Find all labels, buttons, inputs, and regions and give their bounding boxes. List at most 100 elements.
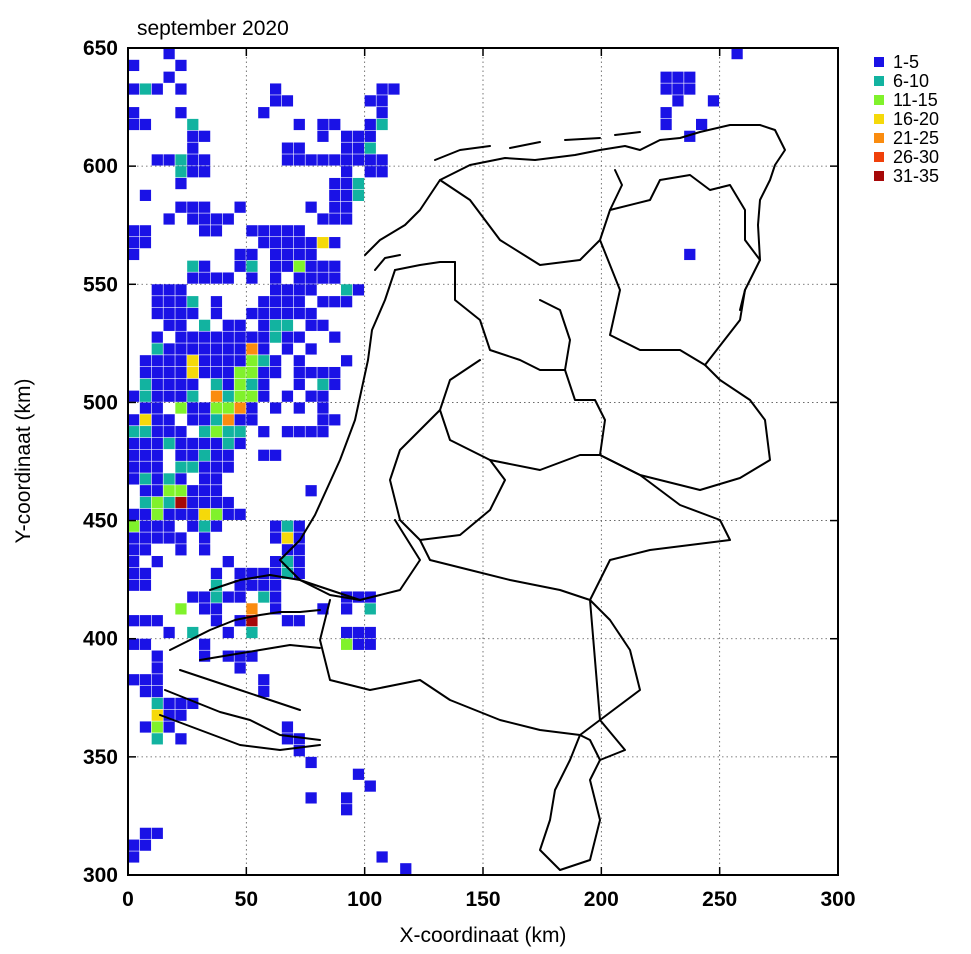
- grid-cell-1-5: [128, 567, 140, 580]
- grid-cell-6-10: [210, 579, 223, 591]
- grid-cell-1-5: [151, 615, 163, 627]
- grid-cell-1-5: [293, 248, 305, 261]
- grid-cell-1-5: [293, 142, 305, 154]
- grid-cell-16-20: [187, 366, 199, 379]
- grid-cell-1-5: [163, 213, 175, 225]
- grid-cell-1-5: [199, 532, 211, 544]
- grid-cell-1-5: [364, 166, 376, 178]
- grid-cell-1-5: [187, 166, 199, 178]
- wadden-islands: [374, 131, 641, 271]
- grid-cell-1-5: [258, 579, 270, 591]
- grid-cell-1-5: [222, 378, 234, 391]
- grid-cell-1-5: [199, 603, 211, 615]
- grid-cell-1-5: [281, 225, 294, 237]
- grid-cell-1-5: [234, 260, 246, 272]
- grid-cell-1-5: [281, 721, 294, 733]
- grid-cell-1-5: [281, 260, 294, 272]
- grid-cell-6-10: [128, 426, 140, 438]
- grid-cell-1-5: [139, 567, 152, 580]
- grid-cell-11-15: [246, 390, 258, 402]
- grid-cell-1-5: [187, 520, 199, 532]
- grid-cell-6-10: [139, 378, 152, 391]
- grid-cell-1-5: [281, 95, 294, 107]
- friesland-boundary: [439, 169, 623, 266]
- grid-cell-1-5: [317, 272, 329, 284]
- grid-cell-6-10: [139, 426, 152, 438]
- grid-cell-1-5: [258, 307, 270, 320]
- grid-cell-1-5: [175, 284, 187, 296]
- grid-cell-1-5: [376, 851, 388, 863]
- grid-cell-1-5: [210, 615, 223, 627]
- grid-cell-1-5: [175, 390, 187, 402]
- grid-cell-1-5: [234, 414, 246, 426]
- grid-cell-1-5: [128, 579, 140, 591]
- grid-cell-1-5: [246, 414, 258, 426]
- grid-cell-1-5: [660, 71, 672, 83]
- grid-cell-1-5: [317, 118, 329, 131]
- grid-cell-1-5: [210, 520, 223, 532]
- grid-cell-6-10: [246, 378, 258, 391]
- grid-cell-1-5: [281, 142, 294, 154]
- y-tick-label: 550: [83, 273, 118, 296]
- grid-cell-6-10: [151, 343, 163, 355]
- grid-cell-6-10: [270, 331, 282, 343]
- grid-cell-1-5: [151, 662, 163, 674]
- grid-cell-21-25: [246, 603, 258, 615]
- grid-cell-1-5: [139, 579, 152, 591]
- legend-label: 6-10: [893, 71, 929, 91]
- x-tick-label: 100: [347, 888, 382, 911]
- grid-cell-1-5: [139, 721, 152, 733]
- grid-cell-11-15: [151, 496, 163, 509]
- grid-cell-1-5: [163, 343, 175, 355]
- grid-cell-6-10: [317, 378, 329, 391]
- chart-title: september 2020: [137, 17, 289, 40]
- grid-cell-1-5: [246, 650, 258, 662]
- grid-cell-1-5: [234, 331, 246, 343]
- grid-cell-1-5: [281, 343, 294, 355]
- grid-cell-1-5: [364, 780, 376, 792]
- grid-cell-1-5: [270, 355, 282, 367]
- grid-cell-1-5: [128, 532, 140, 544]
- grid-cell-1-5: [139, 674, 152, 686]
- grid-cell-1-5: [187, 591, 199, 603]
- grid-cell-1-5: [258, 319, 270, 331]
- grid-cell-1-5: [163, 426, 175, 438]
- grid-cell-1-5: [293, 272, 305, 284]
- grid-cell-1-5: [128, 556, 140, 568]
- legend-swatch: [874, 152, 884, 162]
- grid-cell-1-5: [151, 520, 163, 532]
- grid-cell-1-5: [187, 485, 199, 497]
- grid-cell-1-5: [222, 331, 234, 343]
- grid-cell-11-15: [175, 485, 187, 497]
- grid-cell-6-10: [281, 556, 294, 568]
- grid-cell-1-5: [199, 331, 211, 343]
- grid-cell-1-5: [175, 331, 187, 343]
- holland-coast-line: [279, 269, 396, 561]
- grid-cell-6-10: [163, 437, 175, 450]
- y-tick-label: 300: [83, 864, 118, 887]
- grid-cell-1-5: [210, 366, 223, 379]
- grid-cell-1-5: [234, 508, 246, 520]
- grid-cell-1-5: [139, 449, 152, 461]
- x-tick-label: 250: [702, 888, 737, 911]
- grid-cell-1-5: [187, 508, 199, 520]
- grid-cell-6-10: [210, 414, 223, 426]
- grid-cell-1-5: [151, 532, 163, 544]
- grid-cell-1-5: [128, 414, 140, 426]
- grid-cell-1-5: [305, 343, 317, 355]
- y-tick-label: 500: [83, 391, 118, 414]
- grid-cell-1-5: [187, 402, 199, 414]
- grid-cell-1-5: [281, 390, 294, 402]
- grid-cell-1-5: [293, 520, 305, 532]
- grid-cell-1-5: [293, 402, 305, 414]
- grid-cell-1-5: [151, 296, 163, 308]
- grid-cell-1-5: [317, 260, 329, 272]
- grid-cell-11-15: [128, 520, 140, 532]
- grid-cell-1-5: [151, 414, 163, 426]
- grid-cell-1-5: [258, 343, 270, 355]
- grid-cell-1-5: [293, 296, 305, 308]
- grid-cell-1-5: [305, 319, 317, 331]
- grid-cell-1-5: [210, 603, 223, 615]
- grid-cell-1-5: [151, 437, 163, 450]
- grid-cell-1-5: [341, 142, 353, 154]
